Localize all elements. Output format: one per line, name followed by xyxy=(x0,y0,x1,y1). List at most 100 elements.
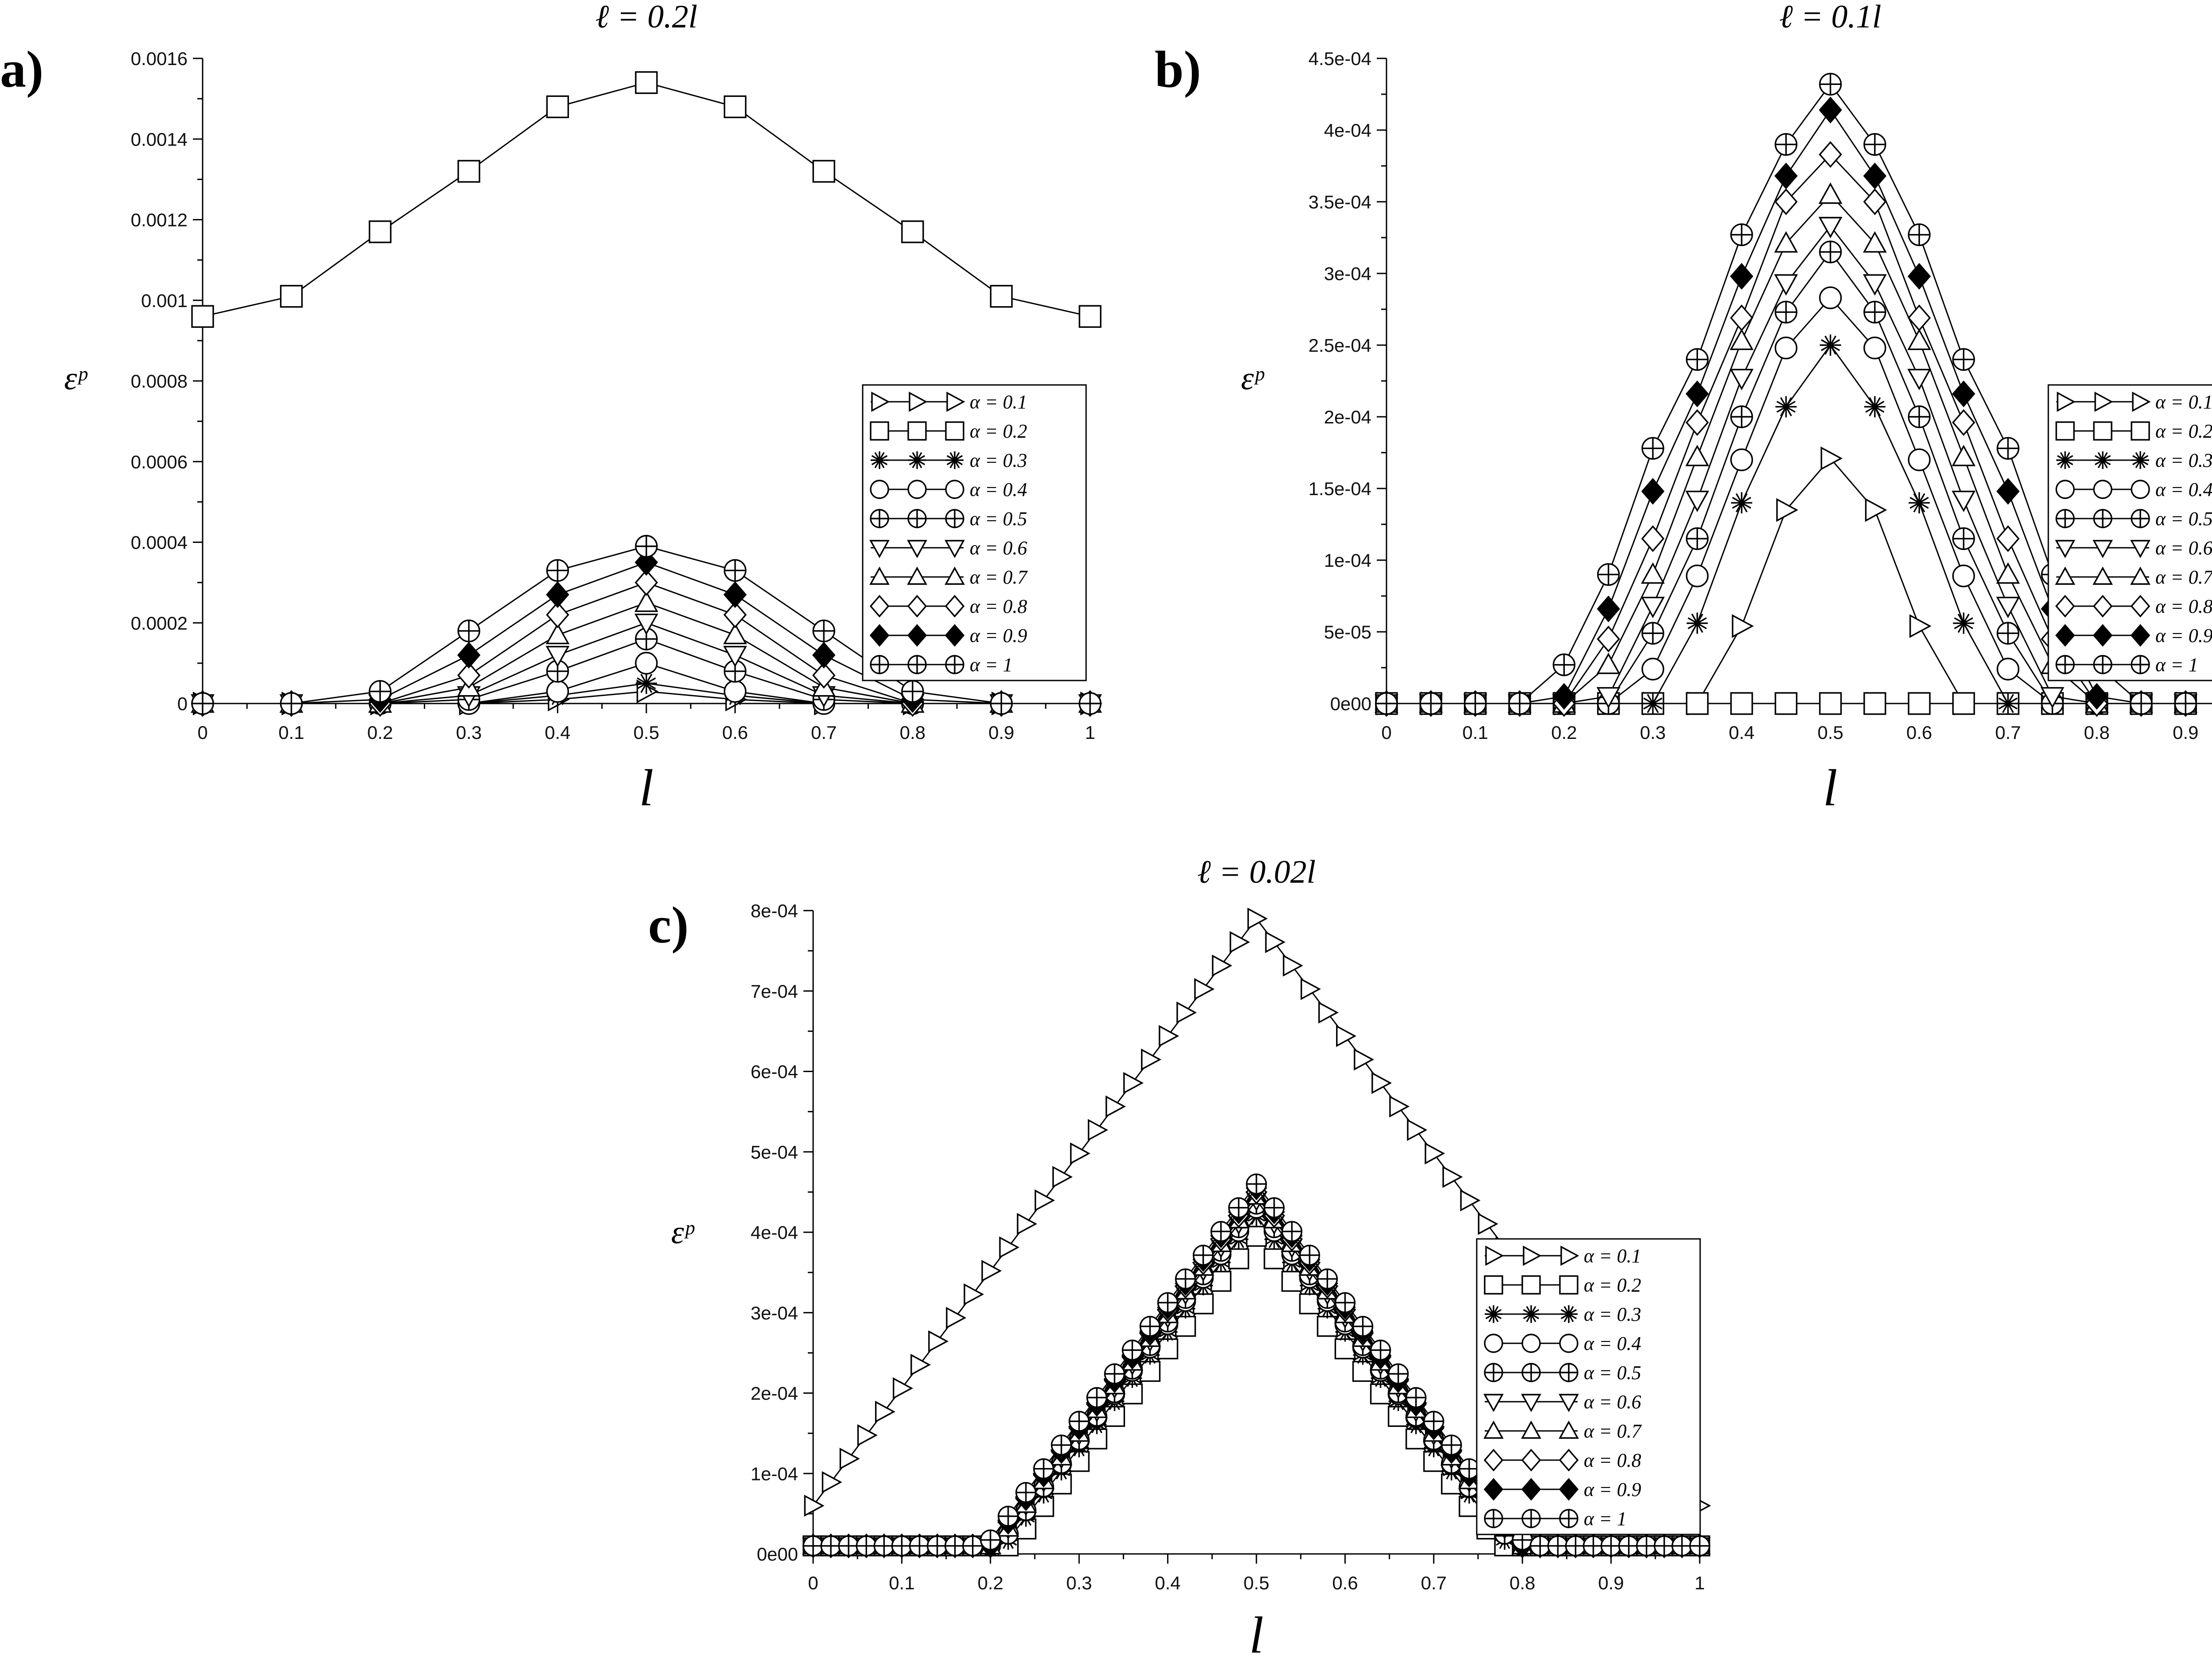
data-point xyxy=(1210,1271,1232,1292)
legend-entry: α = 0.9 xyxy=(869,624,1027,647)
data-point xyxy=(2130,692,2153,715)
y-tick-label: 0e00 xyxy=(1330,693,1371,714)
legend-label: α = 0.5 xyxy=(1584,1362,1641,1384)
data-point xyxy=(901,680,924,703)
legend-label: α = 0.8 xyxy=(1584,1450,1641,1471)
data-point xyxy=(1997,657,2020,681)
marker-cross xyxy=(946,510,964,527)
data-point xyxy=(1731,492,1752,514)
marker-cross xyxy=(908,656,926,673)
data-point xyxy=(926,1535,948,1557)
data-point xyxy=(873,1535,895,1557)
data-point xyxy=(545,646,570,668)
marker-square xyxy=(1863,692,1886,715)
x-tick-label: 0.5 xyxy=(1244,1573,1269,1593)
legend-entry: α = 1 xyxy=(870,654,1013,676)
marker-cross xyxy=(1619,1536,1639,1556)
legend-entry: α = 0.5 xyxy=(870,508,1027,530)
data-point xyxy=(1194,978,1215,1000)
data-point xyxy=(1907,304,1931,331)
data-point xyxy=(1908,405,1931,428)
data-point xyxy=(1123,1072,1144,1094)
data-point xyxy=(1015,1482,1037,1503)
marker-cross xyxy=(1371,1340,1390,1360)
data-point xyxy=(1819,141,1842,168)
x-tick-label: 0.9 xyxy=(988,722,1014,743)
data-point xyxy=(857,1424,878,1446)
x-tick-label: 0.5 xyxy=(634,722,659,743)
y-tick-label: 7e-04 xyxy=(751,981,798,1002)
marker-triangle-up xyxy=(1641,562,1665,584)
data-point xyxy=(1819,286,1842,309)
marker-circle xyxy=(1686,564,1709,588)
chart-title: ℓ = 0.02l xyxy=(1197,854,1316,890)
data-point xyxy=(1052,1166,1073,1188)
marker-circle xyxy=(907,480,927,499)
legend-entry: α = 0.6 xyxy=(1483,1391,1641,1413)
marker-cross xyxy=(998,1506,1018,1526)
x-tick-label: 0.8 xyxy=(900,722,926,743)
marker-triangle-up xyxy=(945,566,965,585)
data-point xyxy=(1863,188,1887,215)
legend-entry: α = 0.4 xyxy=(2055,479,2212,500)
x-tick-label: 0.7 xyxy=(1995,722,2021,743)
data-point xyxy=(1820,446,1843,470)
marker-triangle-up xyxy=(1521,1420,1541,1439)
legend-label: α = 0.1 xyxy=(1584,1245,1641,1267)
data-point xyxy=(723,559,747,582)
marker-square xyxy=(280,285,303,308)
legend-entry: α = 0.6 xyxy=(869,537,1027,559)
legend-label: α = 0.4 xyxy=(970,479,1027,500)
legend-entry: α = 0.7 xyxy=(1483,1420,1642,1442)
x-tick-label: 0.4 xyxy=(545,722,570,743)
data-point xyxy=(1618,1535,1640,1557)
y-tick-label: 3e-04 xyxy=(751,1303,798,1323)
legend-entry: α = 0.2 xyxy=(870,420,1027,442)
marker-circle xyxy=(1641,657,1664,681)
x-tick-label: 0.5 xyxy=(1817,722,1843,743)
legend-label: α = 0.8 xyxy=(2155,596,2212,617)
data-point xyxy=(1389,1095,1410,1118)
data-point xyxy=(875,1400,895,1423)
x-axis-label: l xyxy=(1249,1606,1264,1661)
marker-diamond-filled xyxy=(812,642,836,669)
data-point xyxy=(546,680,569,703)
data-point xyxy=(1952,348,1975,371)
data-point xyxy=(1730,692,1753,715)
marker-asterisk xyxy=(1953,612,1974,634)
marker-triangle-right xyxy=(804,1495,825,1517)
marker-triangle-up xyxy=(2055,566,2075,585)
data-point xyxy=(1086,1387,1107,1408)
marker-cross xyxy=(1820,241,1841,263)
marker-triangle-right xyxy=(1052,1166,1073,1188)
marker-asterisk xyxy=(1560,1305,1578,1323)
data-point xyxy=(1263,1248,1285,1269)
series-10 xyxy=(191,534,1102,715)
legend-label: α = 0.8 xyxy=(970,596,1027,617)
x-tick-label: 0.1 xyxy=(278,722,304,743)
marker-diamond-filled xyxy=(1641,478,1665,505)
data-point xyxy=(1139,1361,1161,1382)
legend-entry: α = 0.1 xyxy=(871,391,1027,413)
data-point xyxy=(1686,409,1709,436)
data-point xyxy=(723,95,747,119)
marker-cross xyxy=(871,656,888,673)
data-point xyxy=(546,601,569,628)
data-point xyxy=(1997,622,2020,645)
data-point xyxy=(1641,596,1665,619)
data-point xyxy=(1547,1535,1569,1557)
marker-triangle-right xyxy=(1176,1001,1197,1024)
data-point xyxy=(1863,692,1886,715)
marker-cross xyxy=(1034,1459,1054,1479)
legend-label: α = 0.2 xyxy=(1584,1274,1641,1296)
marker-diamond-filled xyxy=(945,624,965,647)
marker-asterisk xyxy=(1686,612,1708,634)
marker-cross xyxy=(1560,1364,1578,1381)
series-line xyxy=(202,82,1091,317)
marker-diamond-filled xyxy=(457,642,481,669)
marker-diamond xyxy=(1819,141,1842,168)
x-tick-label: 0.6 xyxy=(1332,1573,1358,1593)
marker-asterisk xyxy=(871,451,888,469)
data-point xyxy=(1997,437,2020,460)
legend-label: α = 0.3 xyxy=(970,450,1027,471)
